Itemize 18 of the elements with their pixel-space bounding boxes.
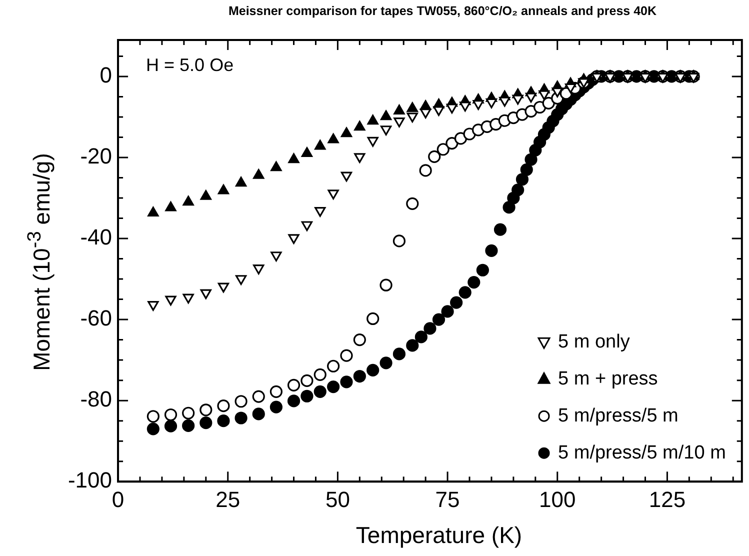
x-tick-label: 75 (435, 486, 460, 512)
legend-label: 5 m + press (558, 368, 658, 390)
chart-title: Meissner comparison for tapes TW055, 860°C/O₂ anneals and press 40K (227, 4, 658, 18)
y-tick-label: -80 (80, 386, 112, 412)
y-tick-label: -100 (68, 468, 112, 493)
legend-label: 5 m/press/5 m (558, 405, 678, 426)
y-tick-label: -20 (80, 144, 112, 169)
y-tick-label: 0 (100, 62, 112, 88)
y-tick-label: -60 (80, 306, 112, 331)
x-tick-label: 25 (216, 486, 240, 512)
x-tick-label: 100 (539, 486, 576, 512)
annotation: H = 5.0 Oe (146, 54, 234, 75)
y-tick-label: -40 (80, 224, 112, 250)
x-axis-title: Temperature (K) (354, 522, 524, 549)
x-tick-label: 50 (325, 486, 350, 512)
legend-label: 5 m/press/5 m/10 m (558, 442, 726, 464)
x-tick-label: 125 (648, 486, 686, 512)
legend-label: 5 m only (558, 331, 630, 352)
